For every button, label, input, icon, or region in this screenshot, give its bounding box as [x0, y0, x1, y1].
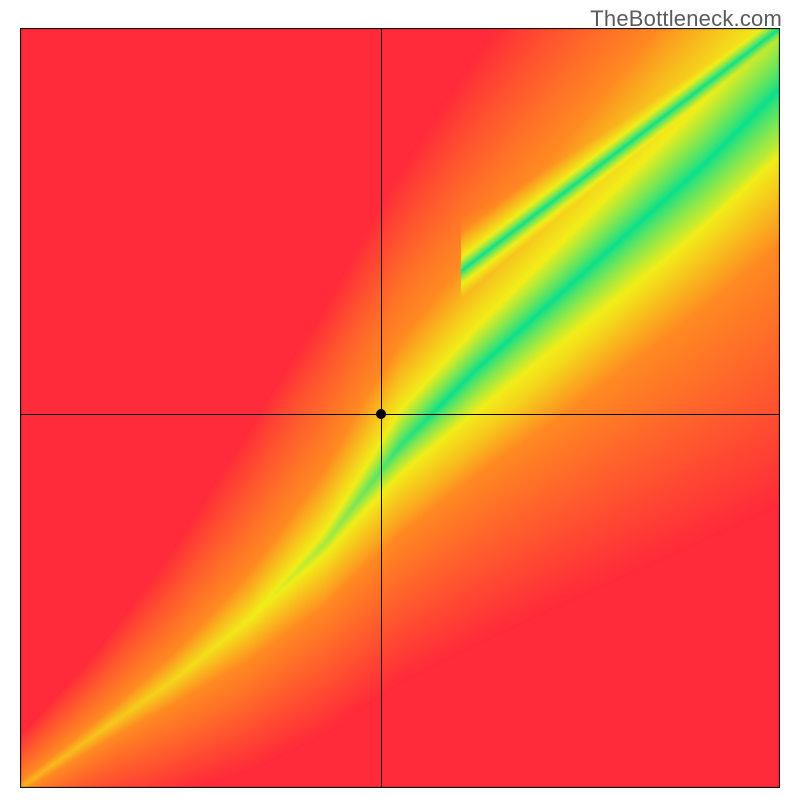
crosshair-horizontal — [20, 414, 780, 415]
heatmap-plot — [20, 28, 780, 788]
heatmap-canvas — [20, 28, 780, 788]
crosshair-vertical — [381, 28, 382, 788]
watermark-text: TheBottleneck.com — [590, 6, 782, 32]
